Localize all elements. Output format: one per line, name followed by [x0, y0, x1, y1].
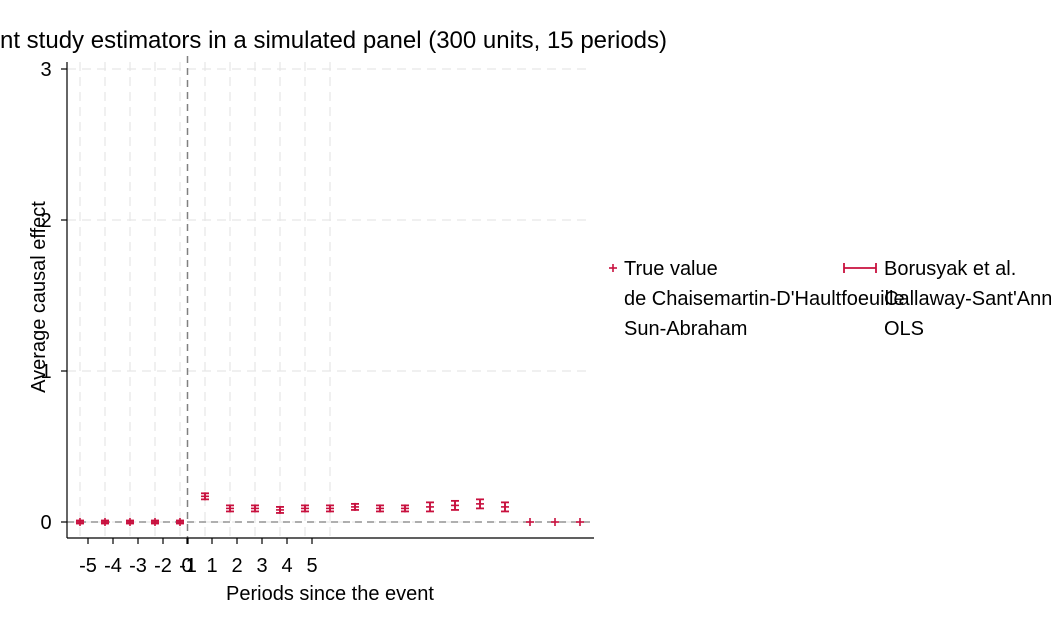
x-tick-label: 3 [256, 555, 267, 577]
legend-label-ols: OLS [884, 318, 924, 340]
x-tick-label: 0 [181, 555, 192, 577]
x-tick-label: -2 [154, 555, 172, 577]
chart-title: nt study estimators in a simulated panel… [0, 27, 667, 54]
y-ticks: 0 1 2 3 [40, 59, 67, 534]
x-tick-label: 2 [231, 555, 242, 577]
y-tick-label: 2 [40, 210, 51, 232]
x-tick-label: 1 [206, 555, 217, 577]
x-tick-label: -4 [104, 555, 122, 577]
x-tick-label: 4 [281, 555, 292, 577]
y-tick-label: 0 [40, 512, 51, 534]
x-tick-label: 5 [306, 555, 317, 577]
x-tick-label: -3 [129, 555, 147, 577]
y-tick-label: 1 [40, 361, 51, 383]
x-tick-label: -5 [79, 555, 97, 577]
y-tick-label: 3 [40, 59, 51, 81]
legend: True value Borusyak et al. de Chaisemart… [609, 258, 1051, 340]
legend-label-true-value: True value [624, 258, 718, 280]
legend-label-callaway: Callaway-Sant'Anna [884, 288, 1051, 310]
x-ticks: -5 -4 -3 -2 -10 1 2 3 4 5 [79, 538, 318, 577]
legend-label-de-chaisemartin: de Chaisemartin-D'Haultfoeuille [624, 288, 905, 310]
y-axis-label: Average causal effect [28, 201, 50, 393]
grid [67, 62, 592, 538]
x-axis-label: Periods since the event [226, 583, 434, 605]
legend-label-borusyak: Borusyak et al. [884, 258, 1016, 280]
chart-marks [76, 492, 584, 526]
legend-label-sun-abraham: Sun-Abraham [624, 318, 747, 340]
x-tick-label: -1 [179, 555, 197, 577]
